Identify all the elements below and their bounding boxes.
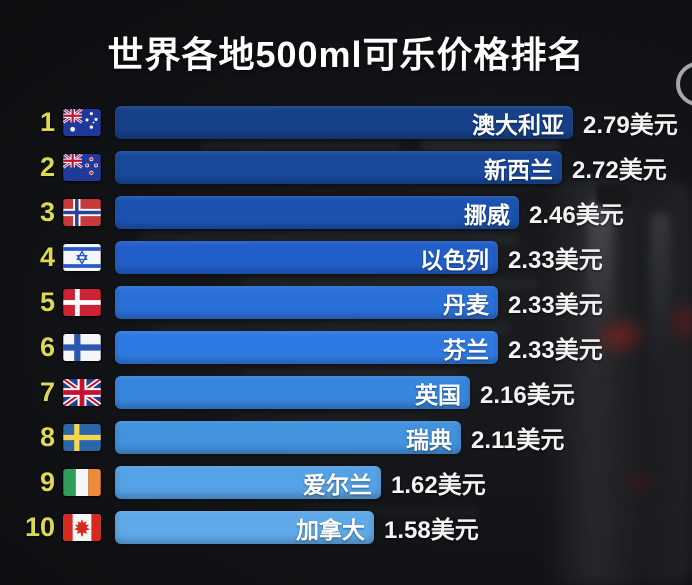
country-label: 爱尔兰: [303, 471, 372, 498]
ranking-list: 1 澳大利亚 2.79美元 2 新西兰 2.72美元 3 挪威 2.46美元 4 以色列 2.…: [0, 100, 692, 550]
chart-row: 10 加拿大 1.58美元: [0, 505, 692, 550]
chart-row: 9 爱尔兰 1.62美元: [0, 460, 692, 505]
sweden-flag-icon: [63, 424, 101, 451]
chart-row: 7 英国 2.16美元: [0, 370, 692, 415]
israel-flag-icon: [63, 244, 101, 271]
price-label: 1.58美元: [384, 517, 479, 544]
rank-label: 6: [39, 332, 55, 362]
rank-label: 8: [39, 422, 55, 452]
canada-flag-icon: [63, 514, 101, 541]
chart-row: 2 新西兰 2.72美元: [0, 145, 692, 190]
new-zealand-flag-icon: [63, 154, 101, 181]
rank-label: 2: [39, 152, 55, 182]
rank-label: 1: [39, 107, 55, 137]
value-bar: 瑞典: [115, 421, 461, 454]
value-bar: 新西兰: [115, 151, 562, 184]
value-bar: 英国: [115, 376, 470, 409]
value-bar: 澳大利亚: [115, 106, 573, 139]
chart-row: 1 澳大利亚 2.79美元: [0, 100, 692, 145]
rank-label: 5: [39, 287, 55, 317]
price-label: 2.33美元: [508, 247, 603, 274]
chart-row: 5 丹麦 2.33美元: [0, 280, 692, 325]
chart-row: 8 瑞典 2.11美元: [0, 415, 692, 460]
rank-label: 9: [39, 467, 55, 497]
united-kingdom-flag-icon: [63, 379, 101, 406]
rank-label: 3: [39, 197, 55, 227]
country-label: 瑞典: [406, 426, 452, 453]
value-bar: 芬兰: [115, 331, 498, 364]
country-label: 挪威: [464, 201, 510, 228]
country-label: 澳大利亚: [472, 111, 564, 138]
price-label: 2.46美元: [529, 202, 624, 229]
value-bar: 以色列: [115, 241, 498, 274]
chart-row: 3 挪威 2.46美元: [0, 190, 692, 235]
rank-label: 7: [39, 377, 55, 407]
price-label: 2.72美元: [572, 157, 667, 184]
value-bar: 挪威: [115, 196, 519, 229]
finland-flag-icon: [63, 334, 101, 361]
price-label: 2.16美元: [480, 382, 575, 409]
rank-label: 10: [24, 512, 55, 542]
rank-label: 4: [39, 242, 55, 272]
country-label: 以色列: [420, 246, 489, 273]
ireland-flag-icon: [63, 469, 101, 496]
chart-row: 6 芬兰 2.33美元: [0, 325, 692, 370]
country-label: 英国: [415, 381, 461, 408]
value-bar: 丹麦: [115, 286, 498, 319]
price-label: 1.62美元: [391, 472, 486, 499]
country-label: 芬兰: [443, 336, 489, 363]
country-label: 新西兰: [484, 156, 553, 183]
value-bar: 爱尔兰: [115, 466, 381, 499]
australia-flag-icon: [63, 109, 101, 136]
chart-row: 4 以色列 2.33美元: [0, 235, 692, 280]
value-bar: 加拿大: [115, 511, 374, 544]
page-title: 世界各地500ml可乐价格排名: [107, 34, 585, 75]
price-label: 2.79美元: [583, 112, 678, 139]
price-label: 2.33美元: [508, 292, 603, 319]
country-label: 丹麦: [443, 291, 489, 318]
denmark-flag-icon: [63, 289, 101, 316]
norway-flag-icon: [63, 199, 101, 226]
country-label: 加拿大: [296, 516, 365, 543]
price-label: 2.11美元: [471, 427, 565, 454]
price-label: 2.33美元: [508, 337, 603, 364]
